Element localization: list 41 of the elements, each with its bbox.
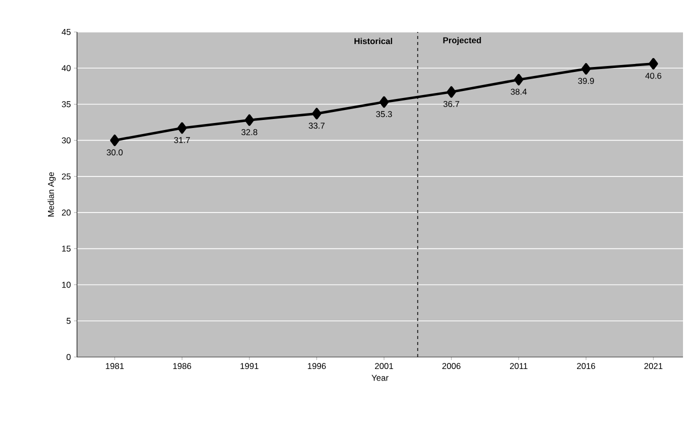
y-axis-title: Median Age bbox=[48, 172, 56, 216]
x-tick-label: 2021 bbox=[644, 363, 662, 370]
data-label: 31.7 bbox=[174, 137, 190, 144]
y-tick-label: 15 bbox=[62, 246, 71, 252]
x-tick-label: 1981 bbox=[106, 363, 124, 370]
y-tick-label: 20 bbox=[62, 210, 71, 216]
annotation: Projected bbox=[443, 37, 481, 45]
point bbox=[379, 96, 389, 108]
x-tick-label: 2001 bbox=[375, 363, 394, 370]
data-label: 35.3 bbox=[376, 111, 392, 118]
data-label: 39.9 bbox=[578, 78, 594, 84]
x-tick-label: 2011 bbox=[510, 363, 528, 370]
point bbox=[648, 58, 658, 70]
y-tick-label: 45 bbox=[62, 29, 71, 35]
point bbox=[110, 134, 120, 146]
point bbox=[177, 122, 187, 134]
point bbox=[514, 74, 524, 86]
y-tick-label: 25 bbox=[62, 173, 71, 180]
data-label: 38.4 bbox=[510, 88, 527, 95]
y-tick-label: 10 bbox=[62, 282, 71, 288]
point bbox=[244, 114, 254, 126]
data-label: 33.7 bbox=[308, 122, 325, 129]
y-tick-label: 35 bbox=[62, 101, 71, 108]
x-tick-label: 1986 bbox=[173, 363, 192, 370]
x-tick-label: 1991 bbox=[240, 363, 258, 370]
y-tick-label: 30 bbox=[62, 137, 71, 144]
data-label: 40.6 bbox=[645, 72, 662, 79]
x-tick-label: 2006 bbox=[442, 363, 460, 370]
x-axis-title: Year bbox=[372, 374, 388, 381]
data-label: 36.7 bbox=[443, 100, 460, 107]
y-tick-label: 5 bbox=[66, 318, 71, 324]
x-tick-label: 2016 bbox=[577, 363, 596, 370]
y-tick-label: 40 bbox=[62, 65, 71, 72]
x-tick-label: 1996 bbox=[308, 363, 326, 370]
point bbox=[312, 108, 322, 120]
data-label: 32.8 bbox=[241, 129, 258, 136]
point bbox=[446, 86, 456, 98]
data-label: 30.0 bbox=[106, 149, 123, 156]
annotation: Historical bbox=[354, 38, 392, 44]
point bbox=[581, 63, 591, 75]
y-tick-label: 0 bbox=[66, 354, 71, 360]
